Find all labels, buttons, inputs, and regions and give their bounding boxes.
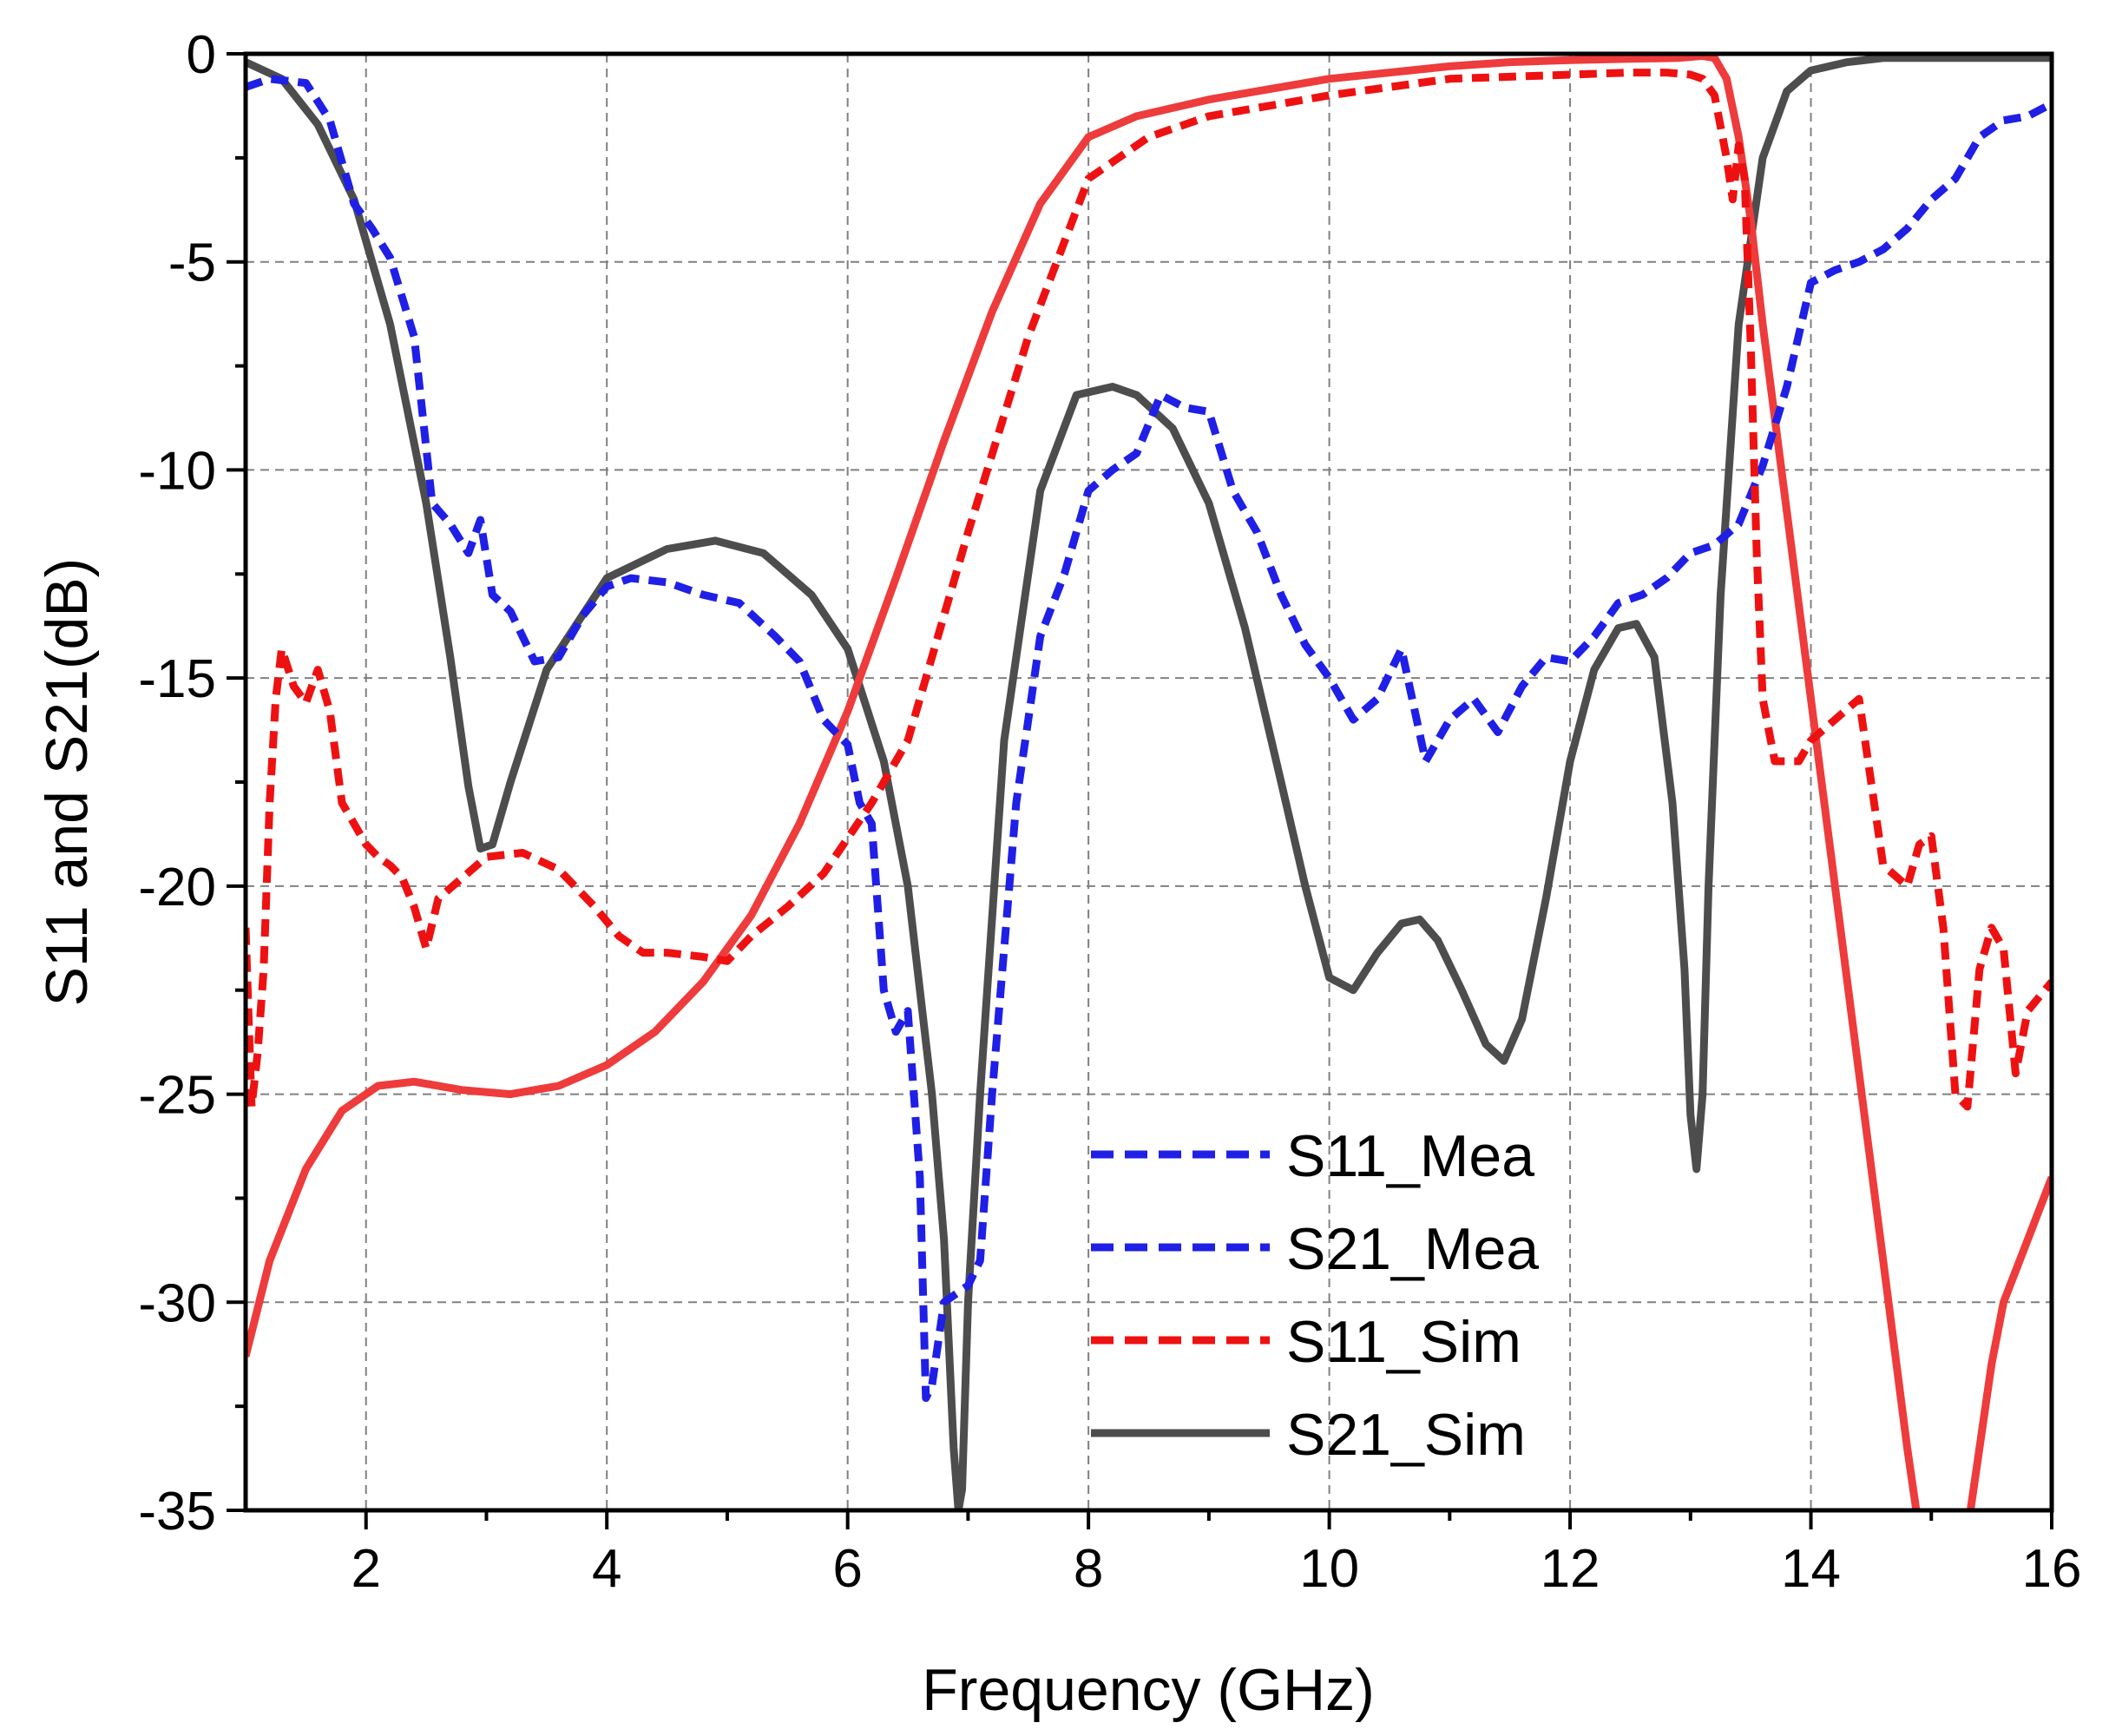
x-tick-label: 10 [1299, 1539, 1359, 1599]
y-tick-label: -15 [138, 649, 216, 709]
x-tick-label: 12 [1541, 1539, 1600, 1599]
y-tick-label: -20 [138, 858, 216, 917]
y-tick-label: 0 [187, 25, 216, 85]
series-line-s21-sim-red [246, 54, 2052, 1510]
x-axis-title: Frequency (GHz) [922, 1657, 1374, 1723]
y-tick-label: -35 [138, 1482, 216, 1542]
series-line-s21-sim [246, 54, 2052, 1510]
legend-label-s11-sim: S11_Sim [1286, 1309, 1521, 1375]
x-tick-label: 6 [832, 1539, 862, 1599]
series-line-s11-sim [246, 69, 2052, 1111]
x-tick-label: 16 [2022, 1539, 2082, 1599]
y-tick-label: -25 [138, 1066, 216, 1126]
y-tick-label: -10 [138, 441, 216, 501]
legend-label-s21-mea: S21_Mea [1286, 1216, 1539, 1282]
x-tick-label: 14 [1781, 1539, 1841, 1599]
y-tick-label: -5 [168, 233, 216, 293]
y-tick-label: -30 [138, 1273, 216, 1333]
legend-label-s21-sim: S21_Sim [1286, 1402, 1526, 1468]
tick-labels: 2 4 6 8 10 12 14 16 0 -5 -10 -15 -20 -25 -30 -35 [138, 25, 2081, 1599]
legend: S11_Mea S21_Mea S11_Sim S21_Sim [1091, 1123, 1539, 1468]
plot-frame [243, 51, 2054, 1513]
x-tick-label: 8 [1074, 1539, 1103, 1599]
x-tick-label: 2 [351, 1539, 380, 1599]
grid [246, 54, 2052, 1510]
series-layer [246, 54, 2052, 1510]
x-tick-label: 4 [592, 1539, 621, 1599]
y-axis-title: S11 and S21(dB) [34, 558, 100, 1007]
series-line-s11-mea [246, 75, 2052, 1403]
axis-ticks [227, 52, 2053, 1529]
legend-label-s11-mea: S11_Mea [1286, 1123, 1534, 1189]
